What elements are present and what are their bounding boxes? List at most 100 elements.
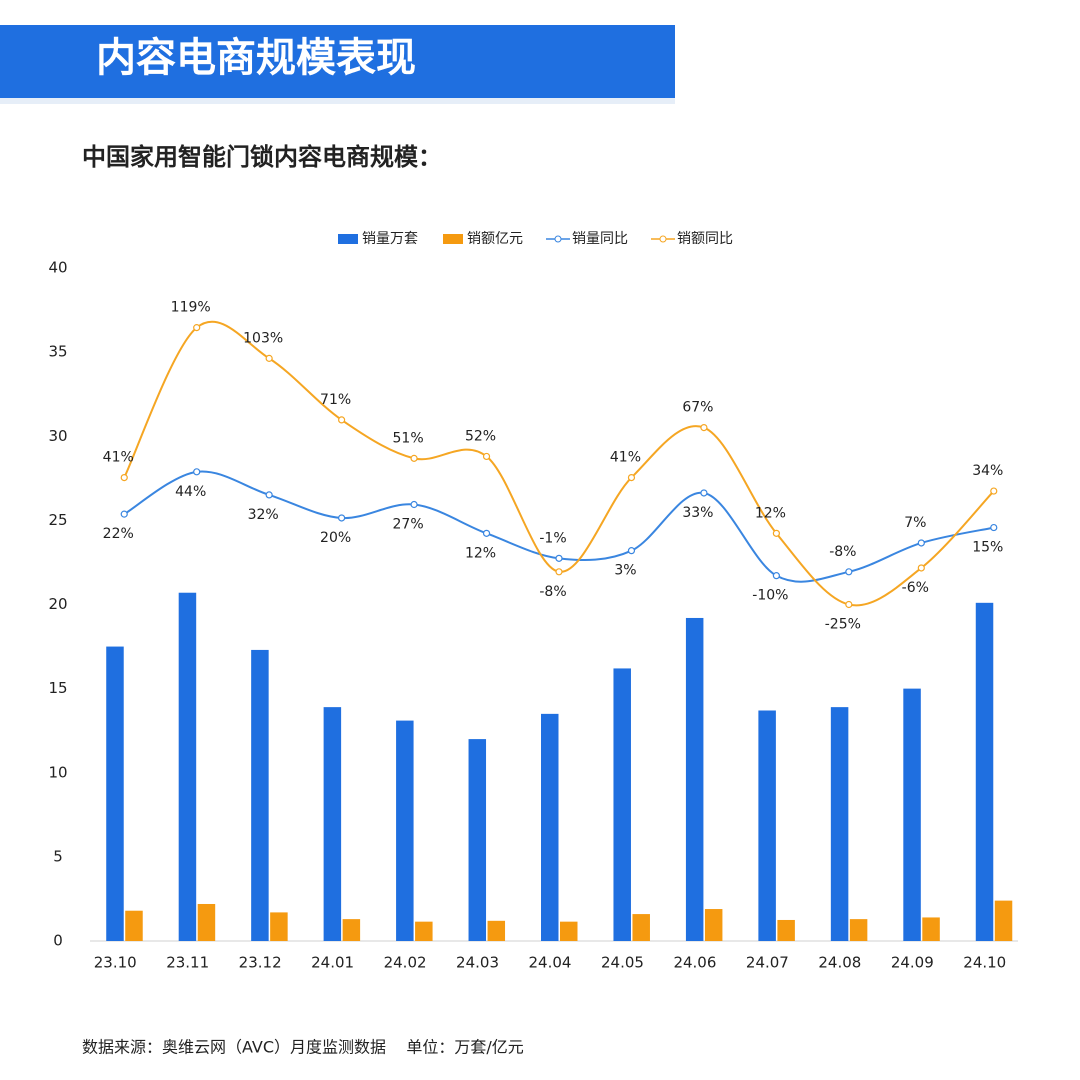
legend-swatch <box>443 234 463 244</box>
data-label: -25% <box>825 617 861 633</box>
data-label: 27% <box>393 517 424 533</box>
data-label: 22% <box>103 526 134 542</box>
data-label: 12% <box>465 545 496 561</box>
data-label: 71% <box>320 392 351 408</box>
bar <box>468 739 487 941</box>
point <box>772 572 780 580</box>
data-label: 34% <box>972 463 1003 479</box>
x-tick-label: 24.08 <box>818 954 861 972</box>
data-label: 41% <box>103 450 134 466</box>
bar <box>106 646 124 941</box>
point <box>120 473 128 482</box>
bar <box>125 910 143 941</box>
bar <box>197 903 216 941</box>
point <box>193 468 201 476</box>
x-tick-label: 24.05 <box>601 954 644 972</box>
bar <box>758 710 776 941</box>
bar <box>704 909 723 941</box>
point <box>845 600 853 609</box>
data-label: 33% <box>682 505 713 521</box>
bar <box>922 917 940 941</box>
point <box>990 523 998 532</box>
y-tick-label: 5 <box>53 847 63 865</box>
point <box>265 491 273 499</box>
bar <box>632 914 650 941</box>
legend-label: 销额同比 <box>677 231 733 247</box>
data-label: 67% <box>682 400 713 416</box>
bar <box>178 592 197 941</box>
point <box>917 564 925 572</box>
data-label: 20% <box>320 530 351 546</box>
bar <box>396 720 414 941</box>
bar <box>251 649 269 941</box>
data-label: 7% <box>904 515 926 531</box>
y-tick-label: 10 <box>48 763 67 781</box>
legend-swatch <box>338 234 358 244</box>
bar <box>975 602 994 941</box>
y-tick-label: 0 <box>53 932 63 950</box>
x-tick-label: 23.12 <box>239 954 282 972</box>
line <box>123 470 994 583</box>
data-label: 41% <box>610 450 641 466</box>
point <box>990 487 998 495</box>
bar <box>541 713 559 941</box>
point <box>410 454 418 462</box>
x-tick-label: 23.11 <box>166 954 209 972</box>
header-shadow <box>0 98 675 104</box>
y-tick-label: 15 <box>48 679 67 697</box>
bar <box>323 707 342 941</box>
legend-label: 销量同比 <box>572 231 628 247</box>
y-tick-label: 30 <box>48 427 67 445</box>
x-tick-label: 24.03 <box>456 954 499 972</box>
bar <box>487 920 506 941</box>
point <box>555 554 563 562</box>
x-tick-label: 23.10 <box>94 954 137 972</box>
point <box>482 452 491 461</box>
point <box>627 473 636 482</box>
point <box>410 500 418 509</box>
bar <box>613 668 631 941</box>
y-tick-label: 20 <box>48 595 67 613</box>
bar <box>994 900 1013 941</box>
point <box>338 416 346 424</box>
data-label: -10% <box>752 588 788 604</box>
bar <box>849 919 868 941</box>
bar <box>560 921 578 941</box>
data-label: 103% <box>243 330 283 346</box>
data-label: 44% <box>175 484 206 500</box>
bar <box>270 912 288 941</box>
bar <box>415 921 433 941</box>
point <box>338 514 346 522</box>
data-label: 3% <box>614 563 636 579</box>
data-label: 12% <box>755 505 786 521</box>
legend-swatch <box>659 235 667 243</box>
bar <box>903 688 921 941</box>
point <box>917 539 925 547</box>
data-label: 119% <box>171 300 211 316</box>
header-banner <box>0 25 675 98</box>
point <box>193 324 201 332</box>
y-tick-label: 25 <box>48 511 67 529</box>
bar <box>777 919 795 941</box>
point <box>120 510 128 518</box>
data-label: -1% <box>539 530 566 546</box>
data-label: 32% <box>248 507 279 523</box>
point <box>700 489 708 497</box>
legend-label: 销量万套 <box>362 231 418 247</box>
x-tick-label: 24.04 <box>529 954 572 972</box>
header-title: 内容电商规模表现 <box>96 35 416 81</box>
data-label: -8% <box>539 584 566 600</box>
data-label: -8% <box>829 544 856 560</box>
point <box>265 354 273 362</box>
x-tick-label: 24.09 <box>891 954 934 972</box>
point <box>700 423 708 432</box>
source-note: 数据来源：奥维云网（AVC）月度监测数据 单位：万套/亿元 <box>82 1038 524 1057</box>
y-tick-label: 40 <box>48 259 67 277</box>
bar <box>342 919 361 941</box>
legend-swatch <box>554 235 562 243</box>
point <box>627 547 636 555</box>
x-tick-label: 24.06 <box>673 954 716 972</box>
data-label: 51% <box>393 430 424 446</box>
